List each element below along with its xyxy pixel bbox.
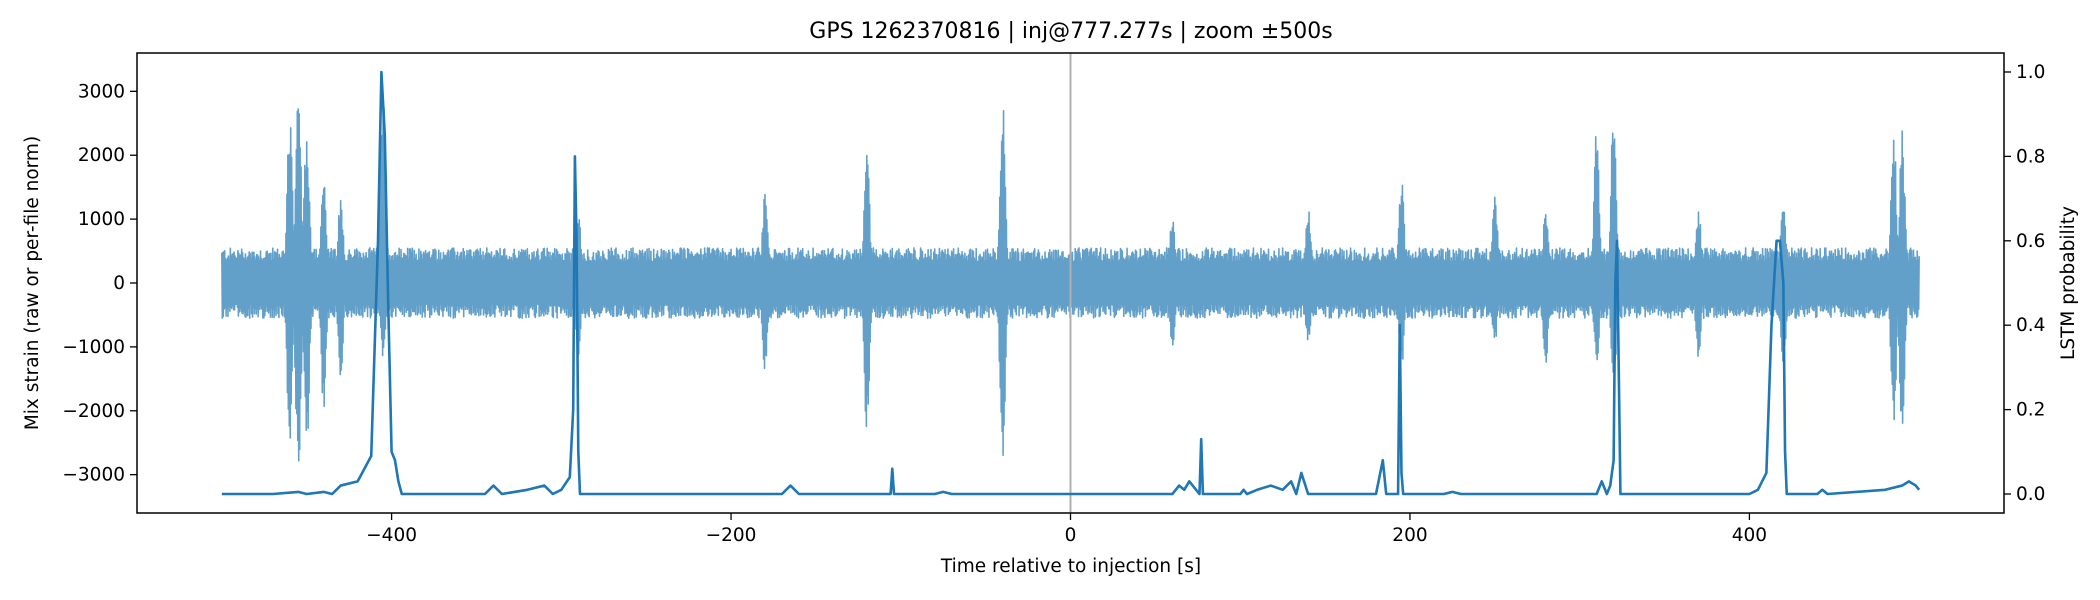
y2-tick-label: 0.8 [2016,146,2045,167]
y2-tick-label: 1.0 [2016,62,2045,83]
x-tick-label: 200 [1392,525,1427,546]
y-axis-label: Mix strain (raw or per-file norm) [22,136,43,430]
x-axis: −400 −200 0 200 400 [366,513,1767,546]
y2-tick-label: 0.6 [2016,231,2045,252]
y-tick-label: −1000 [62,337,125,358]
y-axis-left: −3000 −2000 −1000 0 1000 2000 3000 [62,81,137,486]
y2-tick-label: 0.4 [2016,315,2045,336]
x-tick-label: 0 [1065,525,1077,546]
y-tick-label: −2000 [62,401,125,422]
series-line-probability [221,70,1921,496]
x-axis-label: Time relative to injection [s] [940,556,1201,577]
chart-title: GPS 1262370816 | inj@777.277s | zoom ±50… [809,19,1332,44]
y-tick-label: 0 [113,273,125,294]
y-tick-label: 1000 [78,209,125,230]
y2-tick-label: 0.0 [2016,484,2045,505]
y-tick-label: −3000 [62,465,125,486]
x-tick-label: −400 [366,525,417,546]
y2-tick-label: 0.2 [2016,400,2045,421]
y-tick-label: 2000 [78,145,125,166]
y2-axis-label: LSTM probability [2058,206,2079,360]
x-tick-label: 400 [1732,525,1767,546]
y-tick-label: 3000 [78,81,125,102]
y-axis-right: 0.0 0.2 0.4 0.6 0.8 1.0 [2004,62,2045,505]
data-layer [221,53,1921,513]
x-tick-label: −200 [706,525,757,546]
